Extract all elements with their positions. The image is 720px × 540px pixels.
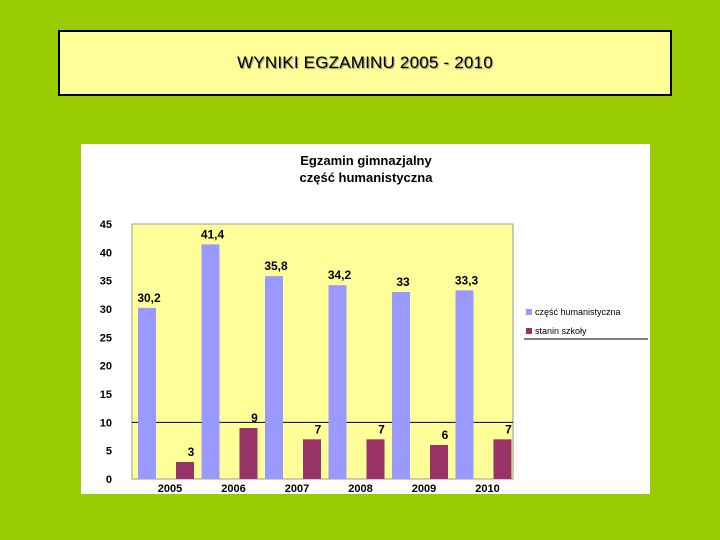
bar-series2 <box>176 462 194 479</box>
legend-label-series1: część humanistyczna <box>535 307 621 317</box>
bar-series2 <box>239 428 258 479</box>
x-tick-label: 2007 <box>285 483 309 494</box>
bar-series2 <box>430 445 448 479</box>
legend-label-series2: stanin szkoły <box>535 326 587 336</box>
data-label-series1: 33,3 <box>455 273 479 287</box>
data-label-series1: 34,2 <box>328 268 352 282</box>
bar-series1 <box>392 292 410 479</box>
y-tick-label: 10 <box>100 417 112 429</box>
bar-series1 <box>455 290 474 479</box>
legend-swatch-series2 <box>526 328 532 334</box>
y-tick-label: 45 <box>100 219 112 231</box>
data-label-series1: 41,4 <box>201 227 225 241</box>
bar-chart: Egzamin gimnazjalny część humanistyczna … <box>100 153 648 494</box>
x-tick-label: 2010 <box>475 483 499 494</box>
x-tick-label: 2006 <box>221 483 245 494</box>
bar-series1 <box>138 307 156 479</box>
y-tick-label: 25 <box>100 332 112 344</box>
bar-series2 <box>366 439 385 479</box>
x-tick-label: 2009 <box>412 483 436 494</box>
bar-series1 <box>201 244 220 479</box>
y-tick-label: 30 <box>100 304 112 316</box>
x-tick-label: 2008 <box>348 483 372 494</box>
y-tick-label: 5 <box>106 446 112 458</box>
y-tick-label: 20 <box>100 361 112 373</box>
data-label-series1: 30,2 <box>137 291 161 305</box>
data-label-series2: 7 <box>378 422 385 436</box>
data-label-series2: 6 <box>442 428 449 442</box>
data-label-series2: 7 <box>505 422 512 436</box>
slide-title: WYNIKI EGZAMINU 2005 - 2010 <box>237 53 493 72</box>
chart-subtitle: część humanistyczna <box>300 170 434 185</box>
legend: część humanistyczna stanin szkoły <box>524 307 648 340</box>
y-tick-label: 15 <box>100 389 112 401</box>
data-label-series2: 9 <box>251 411 258 425</box>
data-label-series1: 33 <box>396 275 410 289</box>
data-label-series2: 7 <box>315 422 322 436</box>
bar-series2 <box>493 439 512 479</box>
y-tick-label: 40 <box>100 247 112 259</box>
bar-series2 <box>303 439 321 479</box>
plot-area <box>131 223 514 480</box>
chart-title: Egzamin gimnazjalny <box>300 153 432 168</box>
bar-series1 <box>265 276 283 479</box>
chart-panel: Egzamin gimnazjalny część humanistyczna … <box>81 144 650 494</box>
slide-title-box: WYNIKI EGZAMINU 2005 - 2010 <box>58 30 672 96</box>
y-tick-label: 35 <box>100 276 112 288</box>
data-label-series2: 3 <box>188 445 195 459</box>
data-label-series1: 35,8 <box>264 259 288 273</box>
x-tick-label: 2005 <box>158 483 182 494</box>
bar-series1 <box>328 285 347 479</box>
y-tick-label: 0 <box>106 474 112 486</box>
legend-swatch-series1 <box>526 309 532 315</box>
